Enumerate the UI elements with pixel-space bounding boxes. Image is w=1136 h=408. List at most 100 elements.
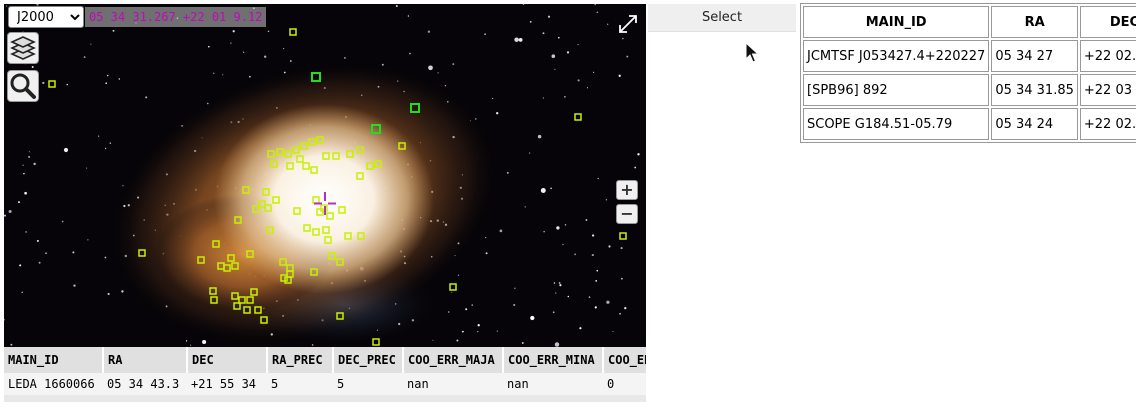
selected-marker[interactable] — [311, 72, 321, 82]
catalog-table-panel[interactable]: MAIN_ID RA DEC RA_PREC DEC_PREC COO_ERR_MAJA C… — [4, 347, 646, 402]
zoom-in-button[interactable]: + — [616, 180, 638, 200]
catalog-marker[interactable] — [308, 138, 316, 146]
catalog-marker[interactable] — [372, 338, 380, 346]
catalog-marker[interactable] — [254, 306, 262, 314]
catalog-marker[interactable] — [210, 296, 218, 304]
catalog-marker[interactable] — [212, 240, 220, 248]
catalog-marker[interactable] — [242, 186, 250, 194]
catalog-marker[interactable] — [356, 172, 364, 180]
catalog-marker[interactable] — [289, 28, 297, 36]
catalog-column-header[interactable]: MAIN_ID — [4, 347, 104, 373]
catalog-marker[interactable] — [231, 292, 239, 300]
catalog-marker[interactable] — [324, 236, 332, 244]
star — [477, 324, 480, 327]
catalog-marker[interactable] — [296, 155, 304, 163]
catalog-marker[interactable] — [276, 148, 284, 156]
catalog-marker[interactable] — [267, 150, 275, 158]
catalog-marker[interactable] — [286, 162, 294, 170]
catalog-marker[interactable] — [322, 152, 330, 160]
catalog-marker[interactable] — [246, 296, 254, 304]
catalog-marker[interactable] — [302, 162, 310, 170]
star — [485, 252, 488, 255]
table-row[interactable]: JCMTSF J053427.4+220227 05 34 27 +22 02.… — [803, 40, 1136, 72]
catalog-marker[interactable] — [316, 208, 324, 216]
catalog-marker[interactable] — [266, 226, 274, 234]
catalog-marker[interactable] — [262, 188, 270, 196]
catalog-marker[interactable] — [316, 136, 324, 144]
catalog-marker[interactable] — [280, 274, 288, 282]
catalog-marker[interactable] — [619, 232, 627, 240]
catalog-column-header[interactable]: COO_ERR_MAJA — [403, 347, 504, 373]
catalog-marker[interactable] — [279, 258, 287, 266]
catalog-marker[interactable] — [312, 228, 320, 236]
selected-marker[interactable] — [410, 103, 420, 113]
catalog-marker[interactable] — [238, 296, 246, 304]
catalog-marker[interactable] — [233, 302, 241, 310]
catalog-marker[interactable] — [310, 268, 318, 276]
table-row[interactable]: [SPB96] 892 05 34 31.85 +22 03 28.0 — [803, 74, 1136, 106]
catalog-marker[interactable] — [284, 150, 292, 158]
catalog-marker[interactable] — [356, 146, 364, 154]
catalog-column-header[interactable]: COO_ERR_MINA — [503, 347, 604, 373]
catalog-marker[interactable] — [336, 258, 344, 266]
catalog-marker[interactable] — [303, 224, 311, 232]
catalog-marker[interactable] — [357, 232, 365, 240]
catalog-marker[interactable] — [286, 270, 294, 278]
catalog-row[interactable]: LEDA 1660066 05 34 43.3 +21 55 34 5 5 nan nan 0 — [4, 373, 646, 395]
catalog-marker[interactable] — [231, 262, 239, 270]
catalog-marker[interactable] — [243, 306, 251, 314]
catalog-marker[interactable] — [574, 113, 582, 121]
sky-image[interactable] — [4, 4, 646, 347]
catalog-marker[interactable] — [322, 226, 330, 234]
catalog-marker[interactable] — [227, 254, 235, 262]
selected-marker[interactable] — [371, 124, 381, 134]
catalog-marker[interactable] — [398, 142, 406, 150]
column-header-dec[interactable]: DEC — [1079, 6, 1136, 38]
star — [6, 5, 8, 7]
search-button[interactable] — [7, 70, 39, 102]
catalog-marker[interactable] — [270, 160, 278, 168]
catalog-marker[interactable] — [344, 232, 352, 240]
catalog-marker[interactable] — [449, 283, 457, 291]
catalog-column-header[interactable]: COO_ERR_A — [603, 347, 646, 373]
catalog-column-header[interactable]: RA — [103, 347, 188, 373]
catalog-marker[interactable] — [374, 160, 382, 168]
catalog-marker[interactable] — [336, 312, 344, 320]
sky-viewer[interactable]: J2000 05 34 31.267 +22 01 9.12 + − — [4, 4, 646, 347]
frame-select[interactable]: J2000 — [8, 6, 84, 28]
catalog-marker[interactable] — [272, 196, 280, 204]
catalog-marker[interactable] — [258, 200, 266, 208]
catalog-marker[interactable] — [338, 206, 346, 214]
column-header-main-id[interactable]: MAIN_ID — [803, 6, 990, 38]
catalog-marker[interactable] — [332, 152, 340, 160]
catalog-marker[interactable] — [252, 205, 260, 213]
catalog-marker[interactable] — [234, 216, 242, 224]
layers-button[interactable] — [7, 32, 39, 64]
catalog-marker[interactable] — [264, 204, 272, 212]
catalog-marker[interactable] — [366, 162, 374, 170]
catalog-marker[interactable] — [48, 80, 56, 88]
catalog-column-header[interactable]: RA_PREC — [267, 347, 334, 373]
catalog-marker[interactable] — [138, 249, 146, 257]
catalog-marker[interactable] — [223, 264, 231, 272]
catalog-marker[interactable] — [250, 288, 258, 296]
catalog-marker[interactable] — [326, 212, 334, 220]
catalog-marker[interactable] — [197, 256, 205, 264]
star — [579, 327, 582, 330]
catalog-column-header[interactable]: DEC — [187, 347, 268, 373]
catalog-column-header[interactable]: DEC_PREC — [333, 347, 404, 373]
catalog-marker[interactable] — [310, 166, 318, 174]
fullscreen-button[interactable] — [616, 12, 640, 36]
catalog-marker[interactable] — [209, 287, 217, 295]
catalog-marker[interactable] — [246, 250, 254, 258]
catalog-marker[interactable] — [293, 207, 301, 215]
catalog-marker[interactable] — [346, 150, 354, 158]
catalog-marker[interactable] — [260, 316, 268, 324]
column-header-ra[interactable]: RA — [991, 6, 1078, 38]
catalog-marker[interactable] — [328, 252, 336, 260]
table-row[interactable]: SCOPE G184.51-05.79 05 34 24 +22 02.9 — [803, 108, 1136, 140]
select-button[interactable]: Select — [648, 4, 796, 32]
catalog-marker[interactable] — [292, 146, 300, 154]
zoom-out-button[interactable]: − — [616, 204, 638, 224]
catalog-marker[interactable] — [300, 142, 308, 150]
